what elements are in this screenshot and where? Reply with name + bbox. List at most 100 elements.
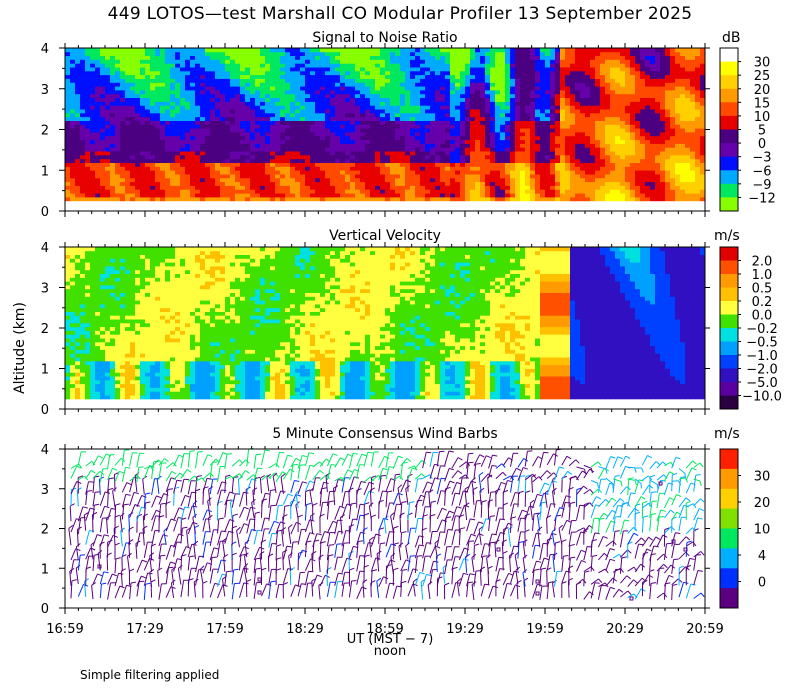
heatmap-cell — [545, 143, 551, 148]
heatmap-cell — [645, 93, 651, 98]
heatmap-cell — [500, 197, 506, 202]
heatmap-cell — [200, 147, 206, 152]
heatmap-cell — [450, 82, 456, 87]
heatmap-cell — [270, 177, 276, 183]
heatmap-cell — [340, 147, 346, 152]
heatmap-cell — [570, 105, 576, 110]
heatmap-cell — [230, 82, 236, 87]
heatmap-cell — [680, 67, 686, 72]
heatmap-cell — [290, 162, 296, 167]
heatmap-cell — [545, 105, 551, 110]
heatmap-cell — [225, 147, 231, 152]
heatmap-cell — [350, 51, 356, 56]
heatmap-cell — [485, 177, 491, 183]
heatmap-cell — [460, 70, 466, 76]
heatmap-cell — [95, 105, 101, 110]
heatmap-cell — [395, 63, 401, 68]
heatmap-cell — [505, 109, 511, 114]
heatmap-cell — [435, 51, 441, 56]
heatmap-cell — [110, 162, 116, 167]
heatmap-cell — [575, 86, 581, 91]
heatmap-cell — [130, 70, 136, 76]
heatmap-cell — [685, 97, 691, 102]
heatmap-cell — [445, 193, 451, 198]
heatmap-cell — [360, 185, 366, 190]
heatmap-cell — [625, 109, 631, 114]
heatmap-cell — [495, 55, 501, 60]
heatmap-cell — [190, 166, 196, 171]
heatmap-cell — [115, 86, 121, 91]
heatmap-cell — [285, 185, 291, 190]
heatmap-cell — [135, 193, 141, 198]
heatmap-cell — [670, 174, 676, 179]
heatmap-cell — [530, 174, 536, 179]
heatmap-cell — [295, 59, 301, 64]
heatmap-cell — [170, 51, 176, 56]
heatmap-cell — [205, 185, 211, 190]
heatmap-cell — [130, 116, 136, 121]
heatmap-cell — [580, 197, 586, 202]
heatmap-cell — [145, 177, 151, 183]
heatmap-cell — [510, 197, 516, 202]
heatmap-cell — [200, 78, 206, 83]
heatmap-cell — [505, 147, 511, 152]
heatmap-cell — [655, 177, 661, 183]
heatmap-cell — [190, 67, 196, 72]
heatmap-cell — [80, 197, 86, 202]
heatmap-cell — [345, 128, 351, 133]
heatmap-cell — [115, 189, 121, 194]
heatmap-cell — [515, 174, 521, 179]
heatmap-cell — [570, 185, 576, 190]
heatmap-cell — [315, 101, 321, 106]
heatmap-cell — [150, 158, 156, 163]
heatmap-cell — [285, 197, 291, 202]
heatmap-cell — [435, 151, 441, 156]
heatmap-cell — [625, 139, 631, 144]
heatmap-cell — [390, 63, 396, 68]
heatmap-cell — [260, 63, 266, 68]
heatmap-cell — [310, 105, 316, 110]
heatmap-cell — [685, 151, 691, 156]
heatmap-cell — [600, 166, 606, 171]
heatmap-cell — [155, 51, 161, 56]
heatmap-cell — [645, 105, 651, 110]
heatmap-cell — [665, 166, 671, 171]
heatmap-cell — [640, 74, 646, 79]
heatmap-cell — [470, 162, 476, 167]
heatmap-cell — [670, 158, 676, 163]
heatmap-cell — [290, 90, 296, 95]
heatmap-cell — [185, 124, 191, 129]
heatmap-cell — [170, 135, 176, 141]
heatmap-cell — [280, 93, 286, 98]
heatmap-cell — [395, 135, 401, 141]
heatmap-cell — [415, 132, 421, 137]
heatmap-cell — [185, 147, 191, 152]
heatmap-cell — [310, 93, 316, 98]
heatmap-cell — [275, 128, 281, 133]
heatmap-cell — [265, 155, 271, 160]
heatmap-cell — [395, 170, 401, 175]
heatmap-cell — [650, 59, 656, 64]
heatmap-cell — [110, 170, 116, 175]
heatmap-cell — [225, 181, 231, 186]
heatmap-cell — [430, 51, 436, 56]
heatmap-cell — [315, 135, 321, 141]
heatmap-cell — [585, 174, 591, 179]
heatmap-cell — [355, 124, 361, 129]
heatmap-cell — [680, 90, 686, 95]
heatmap-cell — [470, 197, 476, 202]
heatmap-cell — [415, 151, 421, 156]
heatmap-cell — [420, 177, 426, 183]
heatmap-cell — [135, 124, 141, 129]
heatmap-cell — [375, 63, 381, 68]
heatmap-cell — [620, 105, 626, 110]
heatmap-cell — [470, 105, 476, 110]
heatmap-cell — [445, 70, 451, 76]
heatmap-cell — [375, 166, 381, 171]
heatmap-cell — [515, 112, 521, 118]
heatmap-cell — [580, 101, 586, 106]
heatmap-cell — [65, 128, 71, 133]
heatmap-cell — [115, 67, 121, 72]
heatmap-cell — [500, 86, 506, 91]
heatmap-cell — [280, 82, 286, 87]
